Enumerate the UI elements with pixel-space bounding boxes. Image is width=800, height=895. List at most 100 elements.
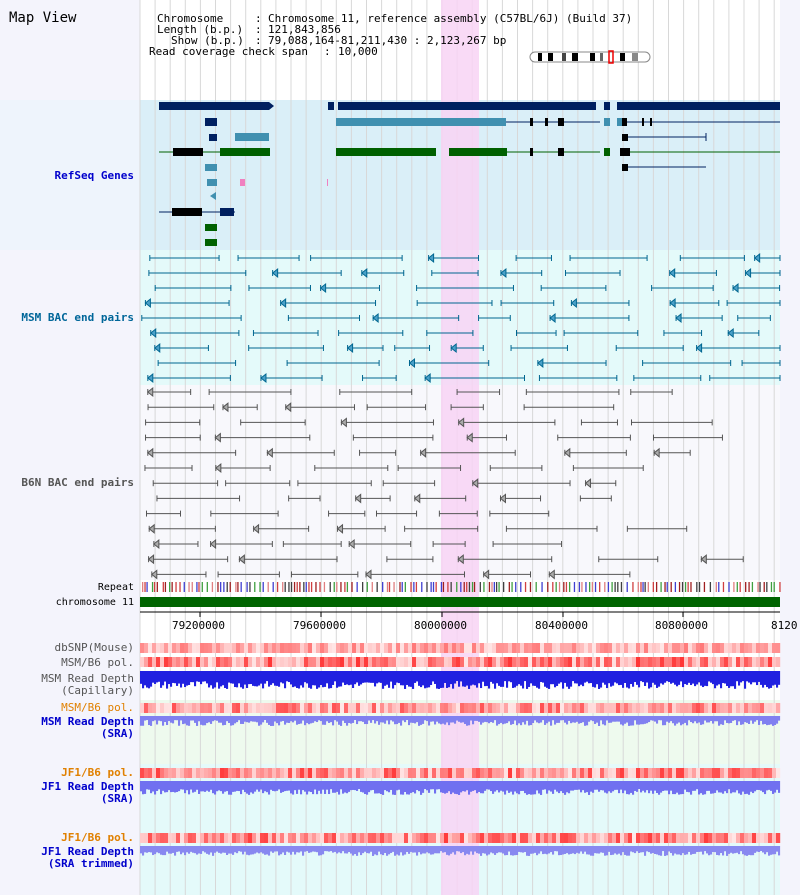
depth-bar: [712, 846, 715, 852]
repeat-mark: [191, 582, 193, 592]
jf1-b6-pol-2-label[interactable]: JF1/B6 pol.: [61, 831, 134, 844]
depth-bar: [654, 781, 657, 791]
heat-cell: [236, 768, 241, 778]
heat-cell: [400, 768, 405, 778]
bac-end-arrow: [340, 417, 347, 428]
depth-bar: [550, 716, 553, 726]
depth-bar: [262, 716, 265, 723]
depth-bar: [422, 716, 425, 724]
heat-cell: [528, 657, 533, 667]
depth-bar: [724, 671, 727, 684]
depth-bar: [402, 716, 405, 721]
heat-cell: [204, 833, 209, 843]
heat-tracks[interactable]: [140, 643, 781, 843]
repeat-mark: [617, 582, 619, 592]
heat-cell: [144, 657, 149, 667]
heat-cell: [568, 833, 573, 843]
jf1-b6-pol-label[interactable]: JF1/B6 pol.: [61, 766, 134, 779]
heat-cell: [232, 833, 237, 843]
repeat-mark: [498, 582, 500, 592]
heat-cell: [416, 657, 421, 667]
heat-cell: [240, 643, 245, 653]
depth-bar: [156, 846, 159, 853]
repeat-mark: [211, 582, 214, 592]
depth-bar: [174, 716, 177, 721]
depth-bar: [754, 781, 757, 792]
heat-cell: [408, 703, 413, 713]
depth-bar: [432, 671, 435, 682]
depth-bar: [378, 716, 381, 725]
depth-bar: [440, 716, 443, 725]
depth-bar: [552, 781, 555, 794]
depth-bar: [632, 781, 635, 795]
depth-bar: [598, 716, 601, 726]
refseq-genes-label[interactable]: RefSeq Genes: [54, 169, 134, 182]
heat-cell: [452, 768, 457, 778]
heat-cell: [436, 657, 441, 667]
depth-bar: [602, 671, 605, 683]
msm-bac-end-pairs[interactable]: [141, 252, 781, 384]
heat-cell: [744, 833, 749, 843]
depth-bar: [260, 846, 263, 853]
heat-cell: [416, 643, 421, 653]
depth-bar: [186, 846, 189, 853]
heat-cell: [676, 657, 681, 667]
b6n-bac-label[interactable]: B6N BAC end pairs: [21, 476, 134, 489]
jf1-read-depth-sra-label[interactable]: JF1 Read Depth (SRA): [41, 780, 134, 805]
chromosome-ideogram[interactable]: [529, 50, 651, 64]
msm-bac-label[interactable]: MSM BAC end pairs: [21, 311, 134, 324]
depth-bar: [774, 781, 777, 793]
repeat-mark: [493, 582, 495, 592]
heat-cell: [768, 643, 773, 653]
depth-bar: [156, 671, 159, 683]
depth-bar: [642, 846, 645, 853]
bac-end-arrow: [148, 523, 155, 534]
depth-bar: [536, 781, 539, 791]
heat-cell: [532, 643, 537, 653]
heat-cell: [464, 703, 469, 713]
heat-cell: [556, 657, 561, 667]
depth-bar: [168, 781, 171, 791]
repeat-track[interactable]: [142, 582, 781, 592]
depth-bar: [672, 846, 675, 856]
heat-cell: [496, 643, 501, 653]
heat-cell: [604, 768, 609, 778]
read-depth-tracks[interactable]: [140, 671, 781, 856]
depth-bar: [670, 671, 673, 684]
msm-read-depth-sra-label[interactable]: MSM Read Depth (SRA): [41, 715, 134, 740]
jf1-read-depth-trim-label[interactable]: JF1 Read Depth (SRA trimmed): [41, 845, 134, 870]
depth-bar: [542, 716, 545, 721]
heat-cell: [272, 768, 277, 778]
dbsnp-label[interactable]: dbSNP(Mouse): [54, 641, 134, 654]
chromosome-bar[interactable]: [140, 597, 780, 607]
depth-bar: [556, 671, 559, 686]
depth-bar: [210, 781, 213, 790]
depth-bar: [710, 781, 713, 794]
heat-cell: [644, 833, 649, 843]
b6n-bac-end-pairs[interactable]: [144, 386, 744, 580]
msm-read-depth-cap-label[interactable]: MSM Read Depth (Capillary): [41, 672, 134, 697]
msm-b6-pol-label[interactable]: MSM/B6 pol.: [61, 656, 134, 669]
depth-bar: [318, 716, 321, 721]
heat-cell: [600, 833, 605, 843]
depth-bar: [708, 846, 711, 856]
depth-bar: [370, 671, 373, 683]
heat-cell: [524, 703, 529, 713]
depth-bar: [196, 716, 199, 726]
refseq-gene-models[interactable]: [159, 102, 780, 246]
heat-cell: [408, 833, 413, 843]
depth-bar: [712, 671, 715, 685]
heat-cell: [776, 657, 781, 667]
msm-b6-pol-2-label[interactable]: MSM/B6 pol.: [61, 701, 134, 714]
depth-bar: [190, 781, 193, 790]
depth-bar: [502, 781, 505, 792]
depth-bar: [594, 846, 597, 854]
repeat-mark: [175, 582, 177, 592]
depth-bar: [460, 716, 463, 723]
depth-bar: [150, 671, 153, 687]
depth-bar: [362, 716, 365, 722]
depth-bar: [460, 671, 463, 682]
heat-cell: [624, 657, 629, 667]
depth-bar: [420, 781, 423, 795]
